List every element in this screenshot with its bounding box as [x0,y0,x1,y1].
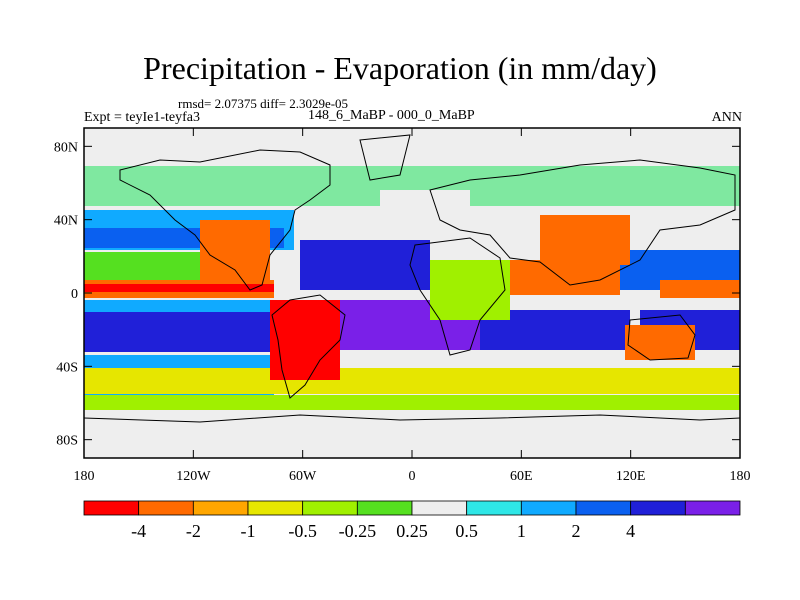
x-tick-label: 180 [730,469,751,484]
field-asia-wet [540,215,630,265]
colorbar-label: 0.25 [396,521,428,541]
field-itcz-pac-core [84,284,274,292]
x-tick-label: 180 [74,469,95,484]
x-tick-label: 60W [289,469,317,484]
stats-line: rmsd= 2.07375 diff= 2.3029e-05 [178,96,349,111]
colorbar: -4 -2 -1 -0.5 -0.25 0.25 0.5 1 2 4 [83,500,741,541]
colorbar-swatch [138,500,194,516]
colorbar-label: 0.5 [455,521,478,541]
colorbar-swatch [356,500,413,516]
colorbar-swatch [575,500,632,516]
field-namerica-wet [200,220,270,280]
colorbar-swatch [630,500,686,516]
colorbar-label: -0.25 [339,521,377,541]
field-spac-dry [84,312,274,352]
field-itcz-wpac [660,280,740,298]
colorbar-label: 4 [626,521,635,541]
season-label: ANN [711,110,742,125]
colorbar-label: 2 [572,521,581,541]
y-tick-label: 80S [56,434,78,449]
colorbar-label: -1 [241,521,256,541]
field-australia-wet [625,325,695,360]
colorbar-swatch [684,500,741,516]
plot-title: Precipitation - Evaporation (in mm/day) [143,50,657,86]
field-europe-neutral [380,190,470,230]
x-tick-label: 0 [409,469,416,484]
colorbar-swatch [247,500,304,516]
y-tick-label: 40S [56,360,78,375]
colorbar-swatch [83,500,140,516]
colorbar-label: -4 [131,521,146,541]
x-tick-label: 120W [176,469,211,484]
colorbar-label: -0.5 [288,521,317,541]
colorbar-label: 1 [517,521,526,541]
field-samerica-wet [270,300,340,380]
field-natl-dry [300,240,430,290]
map-field [84,128,740,458]
colorbar-label: -2 [186,521,201,541]
field-africa [430,260,510,320]
colorbar-swatch [520,500,577,516]
colorbar-swatch [302,500,358,516]
period-label: 148_6_MaBP - 000_0_MaBP [308,108,475,123]
field-socean-yellow [84,368,740,394]
axis-ticks: 180 120W 60W 0 60E 120E 180 80N 40N 0 40S 80S [54,128,751,484]
continent-outlines [84,134,740,423]
colorbar-swatch [466,500,522,516]
colorbar-swatch [411,500,468,516]
x-tick-label: 60E [510,469,533,484]
colorbar-swatch [192,500,249,516]
x-tick-label: 120E [616,469,646,484]
y-tick-label: 80N [54,140,78,155]
y-tick-label: 0 [71,287,78,302]
y-tick-label: 40N [54,214,78,229]
experiment-label: Expt = teyIe1-teyfa3 [84,110,200,125]
